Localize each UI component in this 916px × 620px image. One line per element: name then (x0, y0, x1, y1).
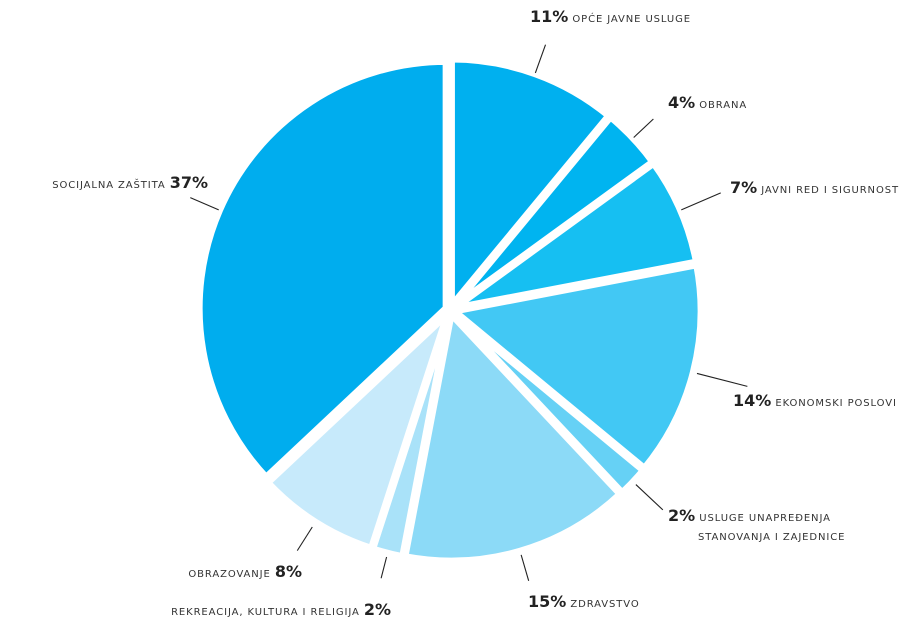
slice-label: REKREACIJA, KULTURA I RELIGIJA 2% (171, 600, 391, 619)
slice-category: USLUGE UNAPREĐENJA (695, 513, 831, 524)
slice-value: 15% (528, 592, 566, 611)
slice-value: 7% (730, 178, 757, 197)
pie-slice-socijalna-zastita (195, 57, 450, 483)
slice-category: ZDRAVSTVO (566, 599, 639, 610)
slice-value: 11% (530, 7, 568, 26)
slice-value: 14% (733, 391, 771, 410)
slice-category: SOCIJALNA ZAŠTITA (52, 178, 169, 191)
leader-line (380, 556, 388, 579)
leader-line (520, 554, 530, 581)
slice-value: 4% (668, 93, 695, 112)
slice-value: 2% (668, 506, 695, 525)
slice-category: OBRANA (695, 100, 747, 111)
leader-lines (190, 44, 748, 581)
leader-line (681, 192, 721, 211)
slice-value: 8% (275, 562, 302, 581)
leader-line (534, 44, 547, 74)
pie-slice-obrazovanje (262, 310, 452, 553)
slice-label: 15% ZDRAVSTVO (528, 592, 640, 611)
slice-label: 4% OBRANA (668, 93, 747, 112)
slice-label: OBRAZOVANJE 8% (188, 562, 302, 581)
slice-category-line2: STANOVANJA I ZAJEDNICE (698, 532, 845, 543)
slice-value: 37% (170, 173, 208, 192)
leader-line (696, 372, 748, 387)
leader-line (633, 118, 654, 138)
slice-label: 7% JAVNI RED I SIGURNOST (730, 178, 899, 197)
pie-slice-opce-javne-usluge (447, 55, 614, 316)
slice-label: SOCIJALNA ZAŠTITA 37% (52, 173, 208, 192)
slice-label: 14% EKONOMSKI POSLOVI (733, 391, 897, 410)
slice-category: REKREACIJA, KULTURA I RELIGIJA (171, 607, 364, 618)
pie-slices (195, 55, 705, 565)
pie-slice-ekonomski-poslovi (446, 260, 705, 474)
pie-slice-javni-red-i-sigurnost (451, 158, 701, 312)
slice-category: JAVNI RED I SIGURNOST (757, 185, 899, 196)
slice-category: OPĆE JAVNE USLUGE (568, 12, 691, 25)
leader-line (296, 526, 313, 551)
leader-line (635, 484, 664, 511)
slice-label: 2% USLUGE UNAPREĐENJA (668, 506, 831, 525)
slice-category: EKONOMSKI POSLOVI (771, 398, 897, 409)
slice-category: OBRAZOVANJE (188, 569, 274, 580)
slice-value: 2% (364, 600, 391, 619)
slice-labels: 11% OPĆE JAVNE USLUGE 4% OBRANA 7% JAVNI R… (52, 7, 899, 619)
leader-line (190, 197, 219, 211)
pie-slice-zdravstvo (400, 306, 626, 565)
slice-label: 11% OPĆE JAVNE USLUGE (530, 7, 691, 26)
